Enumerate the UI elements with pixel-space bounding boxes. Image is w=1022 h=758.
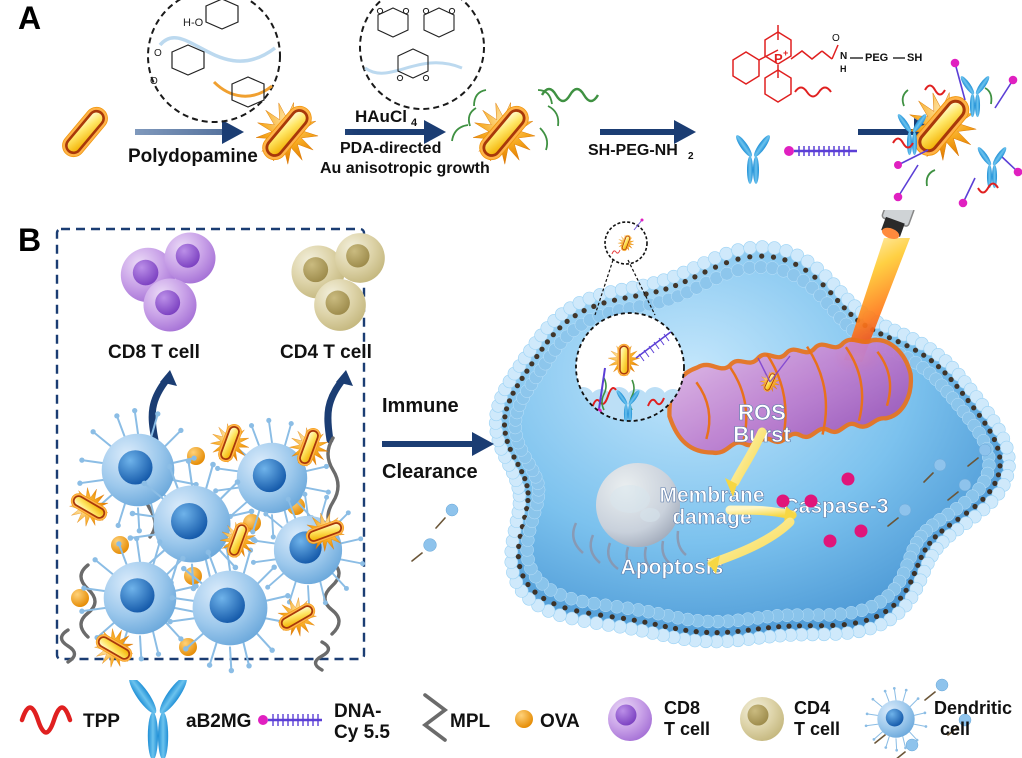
svg-text:N: N (840, 51, 847, 62)
svg-text:CD8 T cell: CD8 T cell (108, 342, 200, 363)
svg-text:O: O (150, 76, 158, 87)
svg-text:HAuCl: HAuCl (355, 107, 407, 126)
svg-text:Dendritic: Dendritic (934, 698, 1012, 718)
svg-text:SH-PEG-NH: SH-PEG-NH (588, 142, 678, 159)
svg-text:2: 2 (688, 151, 694, 162)
svg-text:Au anisotropic growth: Au anisotropic growth (320, 160, 490, 177)
svg-text:CD4: CD4 (794, 698, 830, 718)
svg-text:+: + (783, 48, 788, 58)
svg-text:cell: cell (940, 719, 970, 739)
svg-text:SH: SH (907, 52, 922, 64)
svg-text:4: 4 (411, 117, 418, 129)
svg-text:Membrane: Membrane (659, 484, 764, 507)
svg-text:DNA-: DNA- (334, 701, 382, 722)
svg-text:H-O: H-O (183, 17, 204, 29)
svg-text:MPL: MPL (450, 711, 491, 732)
svg-text:CD8: CD8 (664, 698, 700, 718)
svg-text:O: O (154, 48, 162, 59)
svg-text:T cell: T cell (664, 719, 710, 739)
svg-text:Caspase-3: Caspase-3 (783, 495, 888, 518)
svg-text:Clearance: Clearance (382, 461, 478, 483)
svg-text:PDA-directed: PDA-directed (340, 140, 441, 157)
svg-text:H: H (840, 64, 847, 74)
svg-text:Apoptosis: Apoptosis (621, 556, 724, 579)
svg-text:T cell: T cell (794, 719, 840, 739)
svg-text:Immune: Immune (382, 395, 459, 417)
svg-text:PEG: PEG (865, 52, 888, 64)
svg-text:O: O (832, 33, 840, 44)
svg-text:TPP: TPP (83, 711, 120, 732)
svg-text:OVA: OVA (540, 711, 580, 732)
svg-text:aB2MG: aB2MG (186, 711, 251, 732)
svg-text:CD4 T cell: CD4 T cell (280, 342, 372, 363)
svg-text:P: P (774, 51, 783, 66)
svg-text:Polydopamine: Polydopamine (128, 146, 258, 167)
svg-text:Cy 5.5: Cy 5.5 (334, 722, 390, 743)
